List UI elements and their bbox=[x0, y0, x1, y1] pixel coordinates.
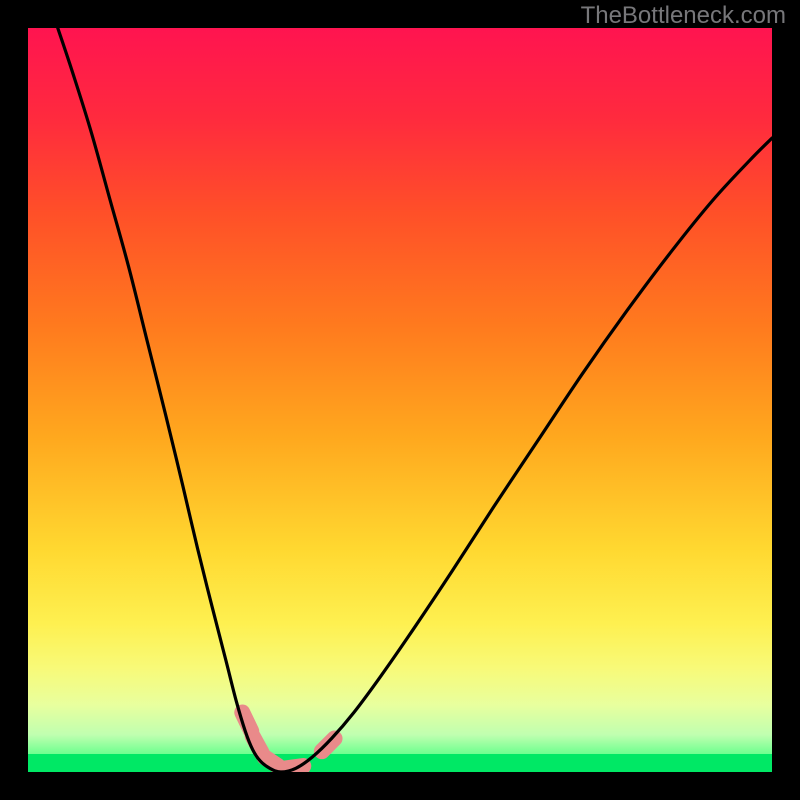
chart-frame: TheBottleneck.com bbox=[0, 0, 800, 800]
curve-path bbox=[58, 28, 772, 772]
watermark-text: TheBottleneck.com bbox=[581, 2, 786, 30]
plot-area bbox=[28, 28, 772, 772]
bottleneck-curve bbox=[28, 28, 772, 772]
marker-group bbox=[242, 712, 334, 769]
